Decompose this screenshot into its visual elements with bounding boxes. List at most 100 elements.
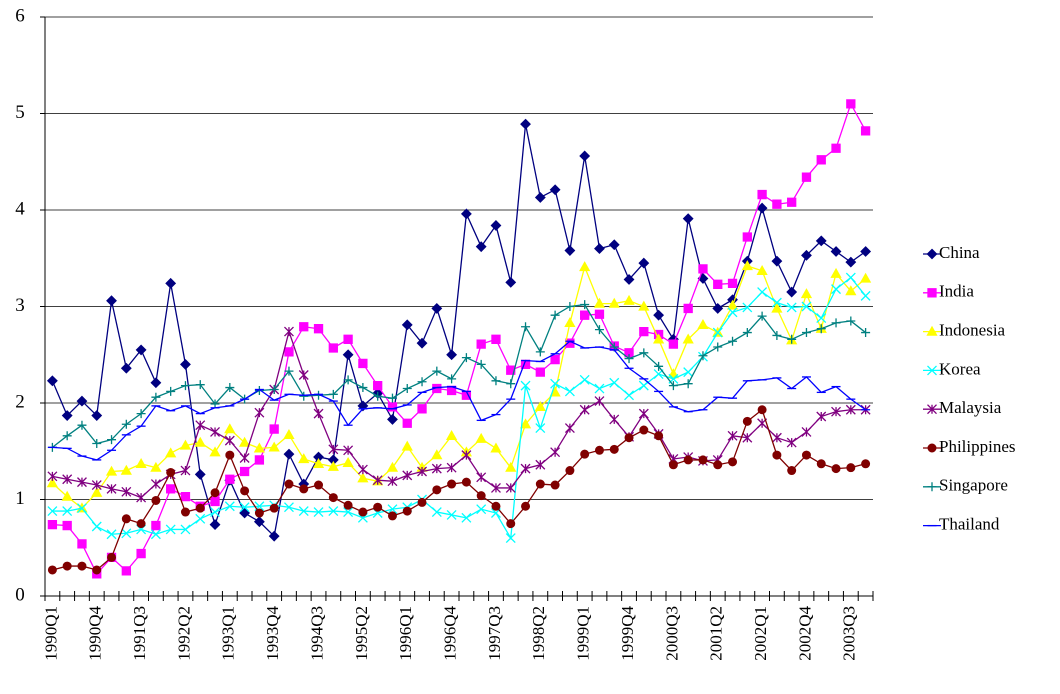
data-point bbox=[194, 436, 206, 447]
data-point bbox=[387, 511, 397, 521]
data-point bbox=[357, 472, 369, 483]
data-point bbox=[624, 433, 634, 443]
data-point bbox=[150, 479, 161, 490]
data-point bbox=[757, 311, 767, 321]
data-point bbox=[757, 405, 767, 415]
legend-label: Indonesia bbox=[939, 321, 1006, 340]
data-point bbox=[742, 432, 753, 443]
data-point bbox=[771, 297, 782, 308]
data-point bbox=[342, 457, 354, 467]
data-point bbox=[417, 404, 427, 414]
x-tick-label: 1993Q4 bbox=[263, 606, 282, 661]
series-line bbox=[52, 276, 867, 541]
series-line bbox=[52, 329, 866, 499]
data-point bbox=[357, 464, 368, 475]
data-point bbox=[253, 516, 265, 528]
data-point bbox=[445, 429, 458, 440]
data-point bbox=[135, 344, 147, 356]
data-point bbox=[195, 420, 206, 431]
data-point bbox=[757, 287, 768, 297]
data-point bbox=[683, 367, 694, 378]
data-point bbox=[461, 512, 472, 523]
data-point bbox=[565, 466, 575, 476]
data-point bbox=[521, 501, 531, 511]
data-point bbox=[786, 286, 798, 298]
data-point bbox=[106, 295, 117, 307]
data-point bbox=[772, 450, 782, 460]
data-point bbox=[209, 519, 221, 531]
data-point bbox=[727, 278, 738, 288]
data-point bbox=[786, 437, 797, 448]
data-point bbox=[150, 377, 162, 389]
data-point bbox=[165, 277, 177, 289]
y-tick-label: 3 bbox=[15, 295, 25, 316]
data-point bbox=[180, 381, 190, 391]
data-point bbox=[475, 432, 487, 443]
data-point bbox=[238, 436, 251, 447]
data-point bbox=[284, 347, 294, 357]
data-point bbox=[62, 520, 72, 531]
data-point bbox=[312, 457, 325, 468]
data-point bbox=[151, 495, 161, 505]
data-point bbox=[787, 466, 797, 476]
data-point bbox=[254, 407, 265, 418]
x-tick-label: 1996Q4 bbox=[441, 606, 460, 661]
data-point bbox=[417, 497, 427, 507]
data-point bbox=[46, 375, 58, 387]
x-tick-label: 1999Q4 bbox=[618, 606, 637, 661]
data-point bbox=[771, 432, 782, 443]
data-point bbox=[506, 519, 516, 529]
data-point bbox=[727, 307, 738, 318]
data-point bbox=[520, 118, 531, 130]
data-point bbox=[519, 418, 532, 429]
data-point bbox=[652, 333, 665, 344]
data-point bbox=[121, 566, 131, 576]
data-point bbox=[254, 455, 265, 465]
data-point bbox=[594, 309, 605, 319]
data-point bbox=[801, 450, 811, 460]
data-point bbox=[209, 446, 221, 457]
data-point bbox=[135, 457, 147, 468]
data-point bbox=[210, 488, 220, 498]
data-point bbox=[742, 328, 752, 338]
x-tick-label: 1990Q4 bbox=[86, 606, 105, 661]
data-point bbox=[816, 411, 827, 422]
data-point bbox=[105, 465, 118, 476]
y-tick-label: 0 bbox=[15, 584, 25, 605]
data-point bbox=[401, 440, 413, 451]
data-point bbox=[298, 453, 310, 464]
x-tick-label: 1991Q3 bbox=[130, 606, 149, 661]
data-point bbox=[210, 496, 220, 507]
data-point bbox=[373, 391, 383, 401]
data-point bbox=[299, 484, 309, 494]
legend-label: Thailand bbox=[939, 515, 1000, 534]
data-point bbox=[165, 524, 176, 535]
x-tick-label: 2000Q3 bbox=[662, 606, 681, 661]
data-point bbox=[580, 300, 590, 310]
data-point bbox=[431, 449, 443, 460]
data-point bbox=[609, 444, 619, 454]
data-point bbox=[801, 172, 812, 182]
data-point bbox=[210, 507, 220, 518]
data-point bbox=[564, 386, 575, 397]
data-point bbox=[727, 430, 738, 441]
data-point bbox=[505, 276, 517, 288]
data-point bbox=[623, 294, 635, 305]
data-point bbox=[860, 290, 871, 301]
data-point bbox=[343, 507, 354, 518]
data-point bbox=[313, 507, 324, 518]
data-point bbox=[787, 334, 797, 344]
data-point bbox=[579, 374, 590, 385]
data-point bbox=[861, 459, 871, 469]
data-point bbox=[224, 435, 235, 446]
data-point bbox=[150, 461, 162, 472]
data-point bbox=[106, 529, 117, 540]
data-point bbox=[269, 384, 279, 394]
data-point bbox=[549, 184, 561, 196]
data-point bbox=[816, 313, 827, 324]
data-point bbox=[460, 208, 472, 220]
data-point bbox=[150, 529, 161, 540]
data-point bbox=[801, 249, 812, 261]
data-point bbox=[432, 366, 442, 376]
data-point bbox=[224, 423, 236, 434]
